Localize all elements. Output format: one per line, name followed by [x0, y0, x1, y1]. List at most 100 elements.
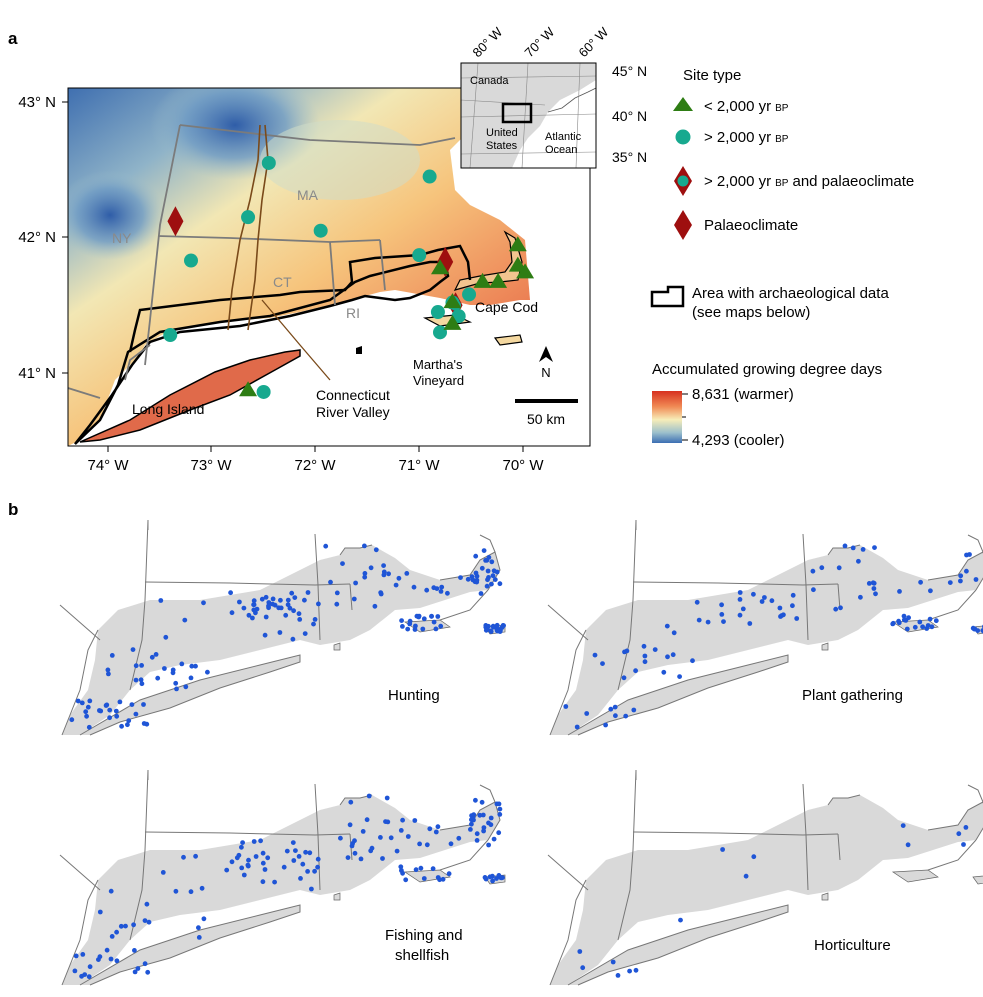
archaeological-site-point [251, 598, 257, 604]
lat-label-41: 41° N [18, 365, 56, 382]
archaeological-site-point [239, 865, 245, 871]
archaeological-site-point [328, 579, 333, 585]
archaeological-site-point [189, 663, 195, 669]
archaeological-site-point [858, 594, 863, 600]
archaeological-site-point [759, 599, 765, 604]
archaeological-site-point [446, 871, 452, 877]
archaeological-site-point [918, 579, 923, 585]
label-long-island: Long Island [132, 401, 204, 417]
archaeological-site-point [405, 626, 411, 632]
archaeological-site-point [963, 825, 969, 830]
archaeological-site-point [302, 597, 307, 603]
lon-label-70: 70° W [502, 457, 544, 474]
archaeological-site-point [84, 713, 89, 719]
archaeological-site-point [338, 835, 343, 841]
archaeological-site-point [871, 580, 877, 586]
gt2000-site-marker [184, 253, 198, 268]
archaeological-site-point [489, 581, 494, 587]
archaeological-site-point [73, 953, 79, 959]
archaeological-site-point [353, 580, 358, 586]
archaeological-site-point [251, 602, 256, 608]
archaeological-site-point [362, 571, 368, 576]
archaeological-site-point [181, 854, 186, 860]
archaeological-site-point [398, 864, 404, 870]
archaeological-site-point [246, 612, 252, 618]
archaeological-site-point [440, 876, 446, 882]
archaeological-site-point [483, 627, 489, 633]
archaeological-site-point [196, 935, 202, 940]
legend-gdd-min: 4,293 (cooler) [692, 432, 785, 449]
archaeological-site-point [421, 876, 427, 881]
archaeological-site-point [497, 581, 503, 587]
archaeological-site-point [278, 605, 284, 611]
archaeological-site-point [421, 616, 427, 622]
archaeological-site-point [141, 721, 147, 726]
archaeological-site-point [85, 704, 91, 710]
archaeological-site-point [901, 613, 907, 619]
archaeological-site-point [961, 842, 966, 847]
archaeological-site-point [479, 799, 485, 805]
archaeological-site-point [364, 817, 370, 823]
archaeological-site-point [86, 974, 92, 980]
archaeological-site-point [334, 601, 340, 607]
archaeological-site-point [72, 968, 78, 974]
archaeological-site-point [259, 596, 265, 602]
archaeological-site-point [87, 964, 93, 970]
legend-lt2000: < 2,000 yr BP [704, 98, 789, 115]
archaeological-site-point [420, 626, 426, 632]
archaeological-site-point [114, 929, 119, 935]
archaeological-site-point [260, 879, 266, 885]
archaeological-site-point [642, 653, 648, 659]
archaeological-site-point [396, 575, 402, 581]
archaeological-site-point [126, 718, 132, 724]
inset-lat-35: 35° N [612, 149, 647, 165]
archaeological-site-point [193, 853, 199, 859]
map-hunting: Hunting [59, 519, 506, 736]
map-title-plant-gathering: Plant gathering [802, 687, 903, 704]
archaeological-site-point [385, 819, 391, 825]
archaeological-site-point [836, 565, 842, 571]
archaeological-site-point [311, 621, 316, 627]
archaeological-site-point [98, 708, 104, 714]
archaeological-site-point [97, 954, 103, 960]
legend-area-2: (see maps below) [692, 304, 810, 321]
long-island [79, 349, 301, 443]
archaeological-site-point [872, 545, 877, 550]
archaeological-site-point [381, 563, 386, 568]
archaeological-site-point [352, 850, 358, 856]
archaeological-site-point [291, 858, 297, 863]
inset-us-2: States [486, 140, 518, 152]
archaeological-site-point [473, 570, 479, 576]
archaeological-site-point [896, 618, 901, 624]
archaeological-site-point [623, 713, 629, 719]
state-label-ny: NY [112, 230, 132, 246]
gt2000-site-marker [256, 384, 271, 399]
archaeological-site-point [291, 608, 296, 614]
archaeological-site-point [106, 671, 111, 677]
archaeological-site-point [489, 559, 495, 565]
archaeological-site-point [641, 643, 647, 649]
archaeological-site-point [378, 591, 384, 597]
archaeological-site-point [486, 555, 492, 560]
archaeological-site-point [86, 724, 92, 730]
archaeological-site-point [721, 619, 726, 624]
map-title-fishing-1: Fishing and [385, 927, 463, 944]
archaeological-site-point [485, 577, 490, 583]
archaeological-site-point [237, 599, 242, 605]
archaeological-site-point [350, 841, 355, 846]
archaeological-site-point [241, 872, 247, 878]
gt2000-site-marker [241, 210, 256, 225]
archaeological-site-point [298, 876, 303, 881]
archaeological-site-point [251, 839, 257, 844]
archaeological-site-point [621, 675, 627, 681]
archaeological-site-point [743, 873, 749, 879]
nantucket [493, 334, 523, 346]
archaeological-site-point [584, 711, 590, 716]
archaeological-site-point [917, 619, 923, 625]
gt2000-site-marker [412, 248, 427, 263]
state-label-ri: RI [346, 305, 360, 321]
label-marthas-vineyard-1: Martha's [413, 357, 463, 372]
archaeological-site-point [856, 558, 861, 564]
archaeological-site-point [652, 647, 658, 652]
archaeological-site-point [790, 592, 796, 598]
